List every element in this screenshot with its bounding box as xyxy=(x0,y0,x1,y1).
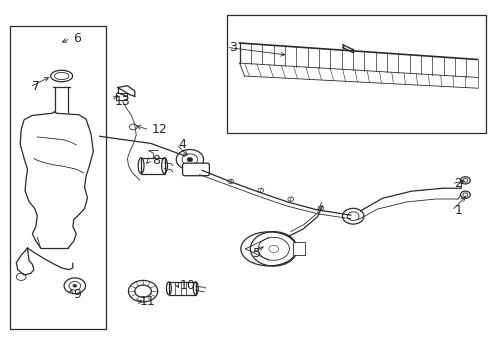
Text: 13: 13 xyxy=(114,95,130,108)
Bar xyxy=(168,282,195,295)
Text: 8: 8 xyxy=(152,154,160,167)
Text: 3: 3 xyxy=(228,41,236,54)
Circle shape xyxy=(186,157,192,162)
Text: 10: 10 xyxy=(180,279,196,292)
Bar xyxy=(293,242,305,255)
Text: 11: 11 xyxy=(140,296,155,309)
Text: 6: 6 xyxy=(73,32,81,45)
Text: 12: 12 xyxy=(152,123,167,136)
Bar xyxy=(141,158,164,174)
Bar xyxy=(227,15,485,134)
Circle shape xyxy=(73,284,77,287)
Bar xyxy=(116,93,127,100)
Text: 4: 4 xyxy=(178,138,186,150)
Text: 9: 9 xyxy=(73,288,81,301)
Text: 5: 5 xyxy=(253,247,261,260)
Text: 7: 7 xyxy=(32,80,41,93)
FancyBboxPatch shape xyxy=(182,163,209,176)
Text: 2: 2 xyxy=(453,177,461,190)
Bar xyxy=(10,26,105,329)
Text: 1: 1 xyxy=(453,204,461,217)
